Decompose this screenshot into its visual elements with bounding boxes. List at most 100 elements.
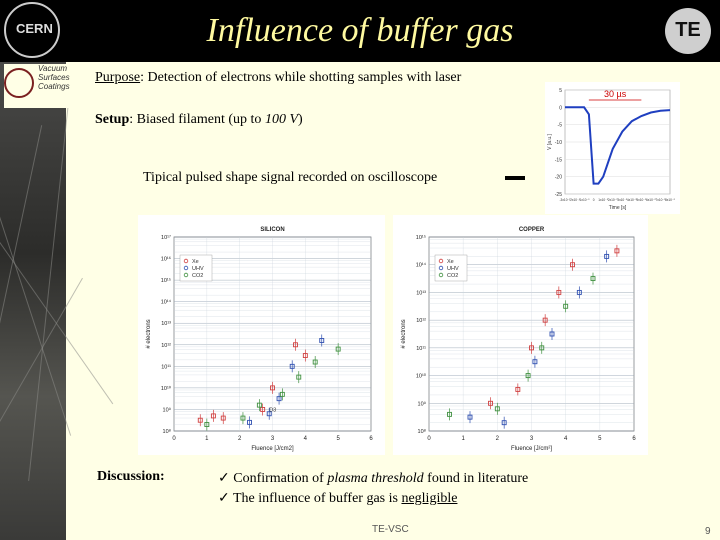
- silicon-title: SILICON: [260, 227, 284, 233]
- copper-x-tick: 2: [496, 436, 500, 442]
- discussion-item-2: ✓ The influence of buffer gas is negligi…: [218, 490, 457, 507]
- copper-legend-marker: [438, 265, 444, 271]
- copper-svg: COPPER 10⁸ 10⁹ 10¹⁰ 10¹¹ 10¹² 10¹³ 10¹⁴ 10¹⁵ 0 1 2 3…: [401, 227, 636, 452]
- discussion-item-1: ✓ Confirmation of plasma threshold found…: [218, 470, 528, 487]
- copper-x-tick: 5: [598, 436, 602, 442]
- copper-legend-marker: [438, 258, 444, 264]
- scope-y-tick: -15: [555, 157, 562, 163]
- silicon-data-point: [335, 346, 341, 352]
- scope-y-tick: 5: [559, 88, 562, 94]
- scope-x-tick: 3x10⁻⁵: [617, 198, 628, 202]
- item1-post: found in literature: [423, 471, 529, 486]
- silicon-data-point: [220, 415, 226, 421]
- copper-data-point: [525, 373, 531, 379]
- silicon-data-point: [247, 419, 252, 425]
- silicon-legend-marker: [183, 258, 189, 264]
- scope-annotation: 30 µs: [604, 89, 627, 99]
- silicon-data-point: [276, 396, 282, 402]
- group-logo-icon: [4, 68, 34, 98]
- silicon-annotation: D3: [269, 408, 276, 414]
- cern-logo: CERN: [4, 2, 60, 58]
- copper-chart: COPPER 10⁸ 10⁹ 10¹⁰ 10¹¹ 10¹² 10¹³ 10¹⁴ 10¹⁵ 0 1 2 3…: [393, 215, 648, 455]
- te-logo: TE: [665, 8, 711, 54]
- copper-y-tick: 10¹³: [416, 290, 426, 296]
- copper-x-tick: 3: [530, 436, 534, 442]
- silicon-data-point: [260, 406, 266, 412]
- silicon-data-point: [319, 338, 325, 343]
- copper-x-tick: 6: [632, 436, 636, 442]
- slide-title: Influence of buffer gas: [206, 12, 514, 49]
- scope-x-tick: 0: [593, 198, 595, 202]
- copper-data-point: [501, 420, 507, 426]
- copper-x-tick: 0: [427, 436, 431, 442]
- te-logo-text: TE: [675, 19, 701, 41]
- scope-x-tick: 8x10⁻⁵: [665, 198, 676, 202]
- group-logo-line3: Coatings: [38, 82, 70, 91]
- group-logo-line2: Surfaces: [38, 73, 70, 82]
- silicon-y-tick: 10⁹: [163, 406, 171, 413]
- copper-data-point: [529, 345, 534, 351]
- page-number: 9: [705, 526, 711, 537]
- setup-close: ): [298, 112, 303, 127]
- copper-x-tick: 4: [564, 436, 568, 442]
- copper-x-tick: 1: [461, 436, 465, 442]
- copper-data-point: [539, 345, 545, 351]
- silicon-x-tick: 0: [172, 436, 176, 442]
- silicon-svg: SILICON 10⁸ 10⁹ 10¹⁰ 10¹¹ 10¹² 10¹³ 10¹⁴ 10¹⁵ 10¹…: [146, 227, 373, 452]
- silicon-data-point: [312, 359, 318, 365]
- scope-x-tick: -1x10⁻⁵: [579, 198, 591, 202]
- silicon-data-point: [296, 374, 302, 380]
- copper-y-tick: 10¹⁰: [416, 373, 427, 380]
- copper-y-tick: 10⁹: [418, 400, 426, 407]
- silicon-y-tick: 10⁸: [163, 428, 171, 435]
- cern-logo-text: CERN: [16, 21, 53, 36]
- silicon-data-point: [240, 415, 246, 421]
- scope-x-tick: 2x10⁻⁵: [608, 198, 619, 202]
- vacuum-group-logo: Vacuum Surfaces Coatings: [4, 64, 92, 108]
- copper-data-point: [563, 303, 569, 309]
- scope-x-tick: 7x10⁻⁵: [655, 198, 666, 202]
- copper-y-label: # electrons: [401, 319, 407, 348]
- silicon-data-point: [204, 422, 210, 427]
- silicon-y-tick: 10¹⁷: [161, 234, 171, 241]
- silicon-data-point: [293, 342, 298, 348]
- scope-y-tick: -25: [555, 192, 562, 198]
- copper-y-tick: 10¹¹: [416, 346, 426, 352]
- discussion-label: Discussion:: [97, 469, 165, 484]
- scope-y-tick: 0: [559, 105, 562, 111]
- silicon-y-tick: 10¹¹: [161, 364, 171, 370]
- header-bar: CERN Influence of buffer gas TE: [0, 0, 720, 62]
- copper-x-label: Fluence [J/cm²]: [511, 446, 552, 452]
- copper-data-point: [488, 400, 493, 406]
- silicon-y-tick: 10¹⁶: [161, 256, 171, 263]
- silicon-x-tick: 1: [205, 436, 209, 442]
- scope-x-tick: 1x10⁻⁵: [598, 198, 609, 202]
- oscilloscope-svg: 50-5-10-15-20-25-3x10⁻⁵-2x10⁻⁵-1x10⁻⁵ 0 1x…: [547, 88, 676, 211]
- scope-y-tick: -20: [555, 175, 562, 181]
- silicon-legend-label: CO2: [192, 273, 203, 279]
- copper-data-point: [570, 262, 575, 268]
- silicon-y-tick: 10¹⁴: [161, 299, 172, 306]
- setup-line: Setup: Biased filament (up to 100 V): [95, 112, 303, 128]
- copper-data-point: [576, 289, 582, 295]
- silicon-x-label: Fluence [J/cm2]: [251, 446, 294, 452]
- silicon-y-tick: 10¹³: [161, 321, 171, 327]
- silicon-x-tick: 6: [369, 436, 373, 442]
- copper-data-point: [532, 359, 538, 365]
- silicon-y-tick: 10¹⁰: [161, 385, 172, 392]
- silicon-data-point: [302, 353, 308, 359]
- setup-label: Setup: [95, 112, 130, 127]
- scope-x-tick: 4x10⁻⁵: [627, 198, 638, 202]
- arrow-icon: [505, 176, 525, 180]
- silicon-y-label: # electrons: [146, 319, 152, 348]
- copper-data-point: [556, 289, 562, 295]
- copper-legend-label: Xe: [447, 259, 454, 265]
- scope-x-tick: -3x10⁻⁵: [560, 198, 572, 202]
- typical-signal-text: Tipical pulsed shape signal recorded on …: [143, 170, 438, 185]
- silicon-x-tick: 3: [271, 436, 275, 442]
- scope-y-tick: -5: [558, 123, 563, 129]
- copper-data-point: [494, 406, 500, 412]
- silicon-data-point: [279, 391, 285, 397]
- copper-y-tick: 10¹⁵: [416, 234, 426, 241]
- footer-label: TE-VSC: [372, 524, 409, 535]
